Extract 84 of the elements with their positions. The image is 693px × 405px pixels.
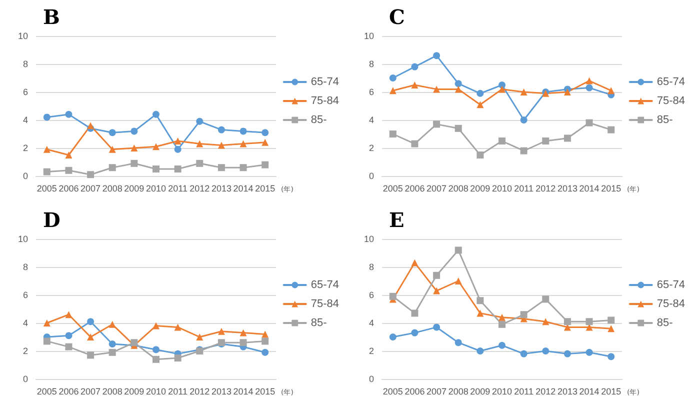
x-tick-label: 2008 bbox=[448, 386, 468, 396]
chart-title: C bbox=[389, 5, 405, 29]
y-tick-label: 8 bbox=[368, 59, 374, 69]
x-tick-label: 2015 bbox=[255, 184, 276, 194]
x-tick-label: 2006 bbox=[404, 386, 425, 396]
x-tick-label: 2013 bbox=[557, 184, 578, 194]
x-tick-label: 2006 bbox=[58, 386, 79, 396]
x-tick-label: 2006 bbox=[58, 184, 79, 194]
x-tick-label: 2010 bbox=[146, 184, 166, 194]
x-tick-label: 2013 bbox=[211, 184, 232, 194]
x-tick-label: 2013 bbox=[557, 386, 578, 396]
x-tick-label: 2009 bbox=[470, 184, 490, 194]
y-tick-label: 0 bbox=[22, 171, 28, 181]
y-tick-label: 10 bbox=[18, 31, 28, 41]
x-tick-label: 2012 bbox=[190, 386, 210, 396]
legend-label: 75-84 bbox=[656, 298, 686, 310]
y-tick-label: 8 bbox=[22, 59, 28, 69]
x-tick-label: 2008 bbox=[448, 184, 468, 194]
x-tick-label: 2006 bbox=[404, 184, 425, 194]
x-tick-label: 2005 bbox=[36, 386, 57, 396]
y-tick-label: 2 bbox=[368, 143, 374, 153]
chart-title: E bbox=[389, 208, 404, 232]
x-tick-label: 2011 bbox=[168, 184, 188, 194]
y-tick-label: 4 bbox=[368, 115, 374, 125]
x-tick-label: 2015 bbox=[255, 386, 276, 396]
legend-label: 85- bbox=[656, 114, 674, 126]
y-tick-label: 2 bbox=[368, 346, 374, 356]
x-tick-label: 2005 bbox=[382, 386, 403, 396]
x-tick-label: 2012 bbox=[536, 386, 556, 396]
legend-label: 75-84 bbox=[310, 95, 340, 107]
y-tick-label: 0 bbox=[22, 374, 28, 384]
x-tick-label: 2007 bbox=[80, 184, 101, 194]
y-tick-label: 0 bbox=[368, 171, 374, 181]
x-tick-label: 2009 bbox=[124, 386, 144, 396]
x-tick-label: 2009 bbox=[470, 386, 490, 396]
x-tick-label: 2009 bbox=[124, 184, 144, 194]
y-tick-label: 2 bbox=[22, 346, 28, 356]
y-tick-label: 2 bbox=[22, 143, 28, 153]
x-tick-label: 2011 bbox=[514, 184, 534, 194]
y-tick-label: 6 bbox=[22, 290, 28, 300]
y-tick-label: 6 bbox=[368, 87, 374, 97]
x-tick-label: 2008 bbox=[102, 386, 122, 396]
x-tick-label: 2012 bbox=[190, 184, 210, 194]
y-tick-label: 8 bbox=[368, 262, 374, 272]
x-tick-label: 2007 bbox=[426, 184, 447, 194]
x-tick-label: 2013 bbox=[211, 386, 232, 396]
y-tick-label: 4 bbox=[22, 115, 28, 125]
legend-label: 65-74 bbox=[310, 76, 340, 88]
chart-title: D bbox=[43, 208, 60, 232]
x-tick-label: 2005 bbox=[382, 184, 403, 194]
y-tick-label: 10 bbox=[364, 31, 374, 41]
y-tick-label: 6 bbox=[368, 290, 374, 300]
y-tick-label: 0 bbox=[368, 374, 374, 384]
x-tick-label: 2011 bbox=[168, 386, 188, 396]
x-tick-label: 2015 bbox=[601, 184, 622, 194]
y-tick-label: 4 bbox=[368, 318, 374, 328]
legend-label: 85- bbox=[310, 114, 328, 126]
x-tick-label: 2014 bbox=[233, 386, 254, 396]
x-tick-label: 2008 bbox=[102, 184, 122, 194]
y-tick-label: 6 bbox=[22, 87, 28, 97]
legend-label: 65-74 bbox=[656, 76, 686, 88]
x-tick-label: 2014 bbox=[233, 184, 254, 194]
x-tick-label: 2010 bbox=[492, 184, 512, 194]
x-tick-label: 2010 bbox=[492, 386, 512, 396]
legend-label: 85- bbox=[310, 316, 328, 328]
chart-title: B bbox=[43, 5, 60, 29]
y-tick-label: 8 bbox=[22, 262, 28, 272]
x-tick-label: 2010 bbox=[146, 386, 166, 396]
x-tick-label: 2012 bbox=[536, 184, 556, 194]
x-tick-label: 2014 bbox=[579, 386, 600, 396]
x-tick-label: 2005 bbox=[36, 184, 57, 194]
legend-label: 75-84 bbox=[310, 298, 340, 310]
legend-label: 85- bbox=[656, 316, 674, 328]
legend-label: 75-84 bbox=[656, 95, 686, 107]
x-tick-label: 2011 bbox=[514, 386, 534, 396]
x-tick-label: 2007 bbox=[80, 386, 101, 396]
legend-label: 65-74 bbox=[656, 278, 686, 290]
y-tick-label: 4 bbox=[22, 318, 28, 328]
y-tick-label: 10 bbox=[364, 234, 374, 244]
y-tick-label: 10 bbox=[18, 234, 28, 244]
legend-label: 65-74 bbox=[310, 278, 340, 290]
x-tick-label: 2007 bbox=[426, 386, 447, 396]
x-tick-label: 2015 bbox=[601, 386, 622, 396]
x-tick-label: 2014 bbox=[579, 184, 600, 194]
